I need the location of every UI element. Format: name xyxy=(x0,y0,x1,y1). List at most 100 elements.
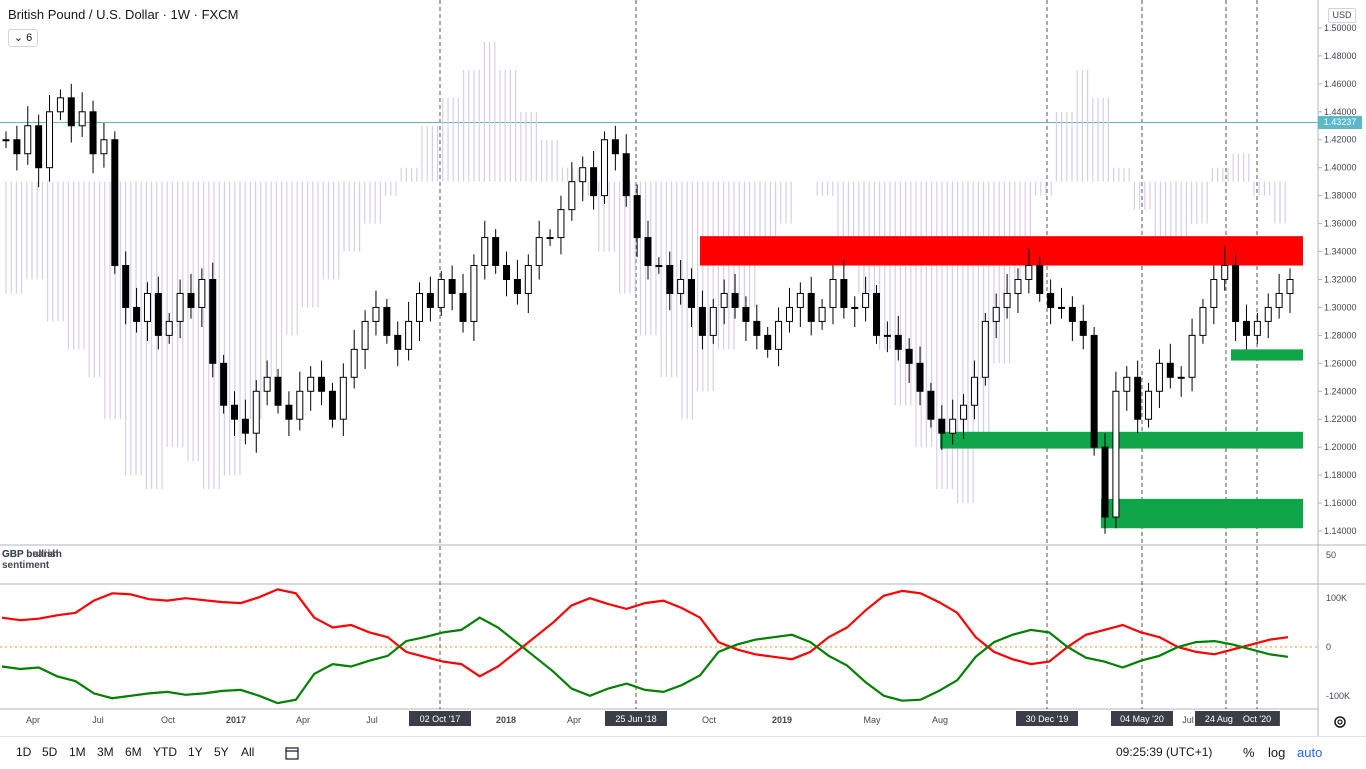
timeframe-6m[interactable]: 6M xyxy=(125,745,142,759)
timeframe-all[interactable]: All xyxy=(241,745,255,759)
candle-up xyxy=(1155,362,1163,392)
timeframe-5d[interactable]: 5D xyxy=(42,745,58,759)
candle-down xyxy=(492,237,500,267)
candle-up xyxy=(981,320,989,378)
candle-down xyxy=(35,125,43,169)
candle-down xyxy=(742,306,750,322)
candle-down xyxy=(220,362,228,406)
clock-readout: 09:25:39 (UTC+1) xyxy=(1116,745,1213,759)
chart-title: British Pound / U.S. Dollar · 1W · FXCM xyxy=(8,7,239,22)
candle-up xyxy=(1112,390,1120,518)
indicator-label-overlay: GBP bearish xyxy=(2,549,62,560)
candle-down xyxy=(633,195,641,239)
price-line-flag: 1.43237 xyxy=(1318,116,1362,129)
time-tick-label: May xyxy=(863,715,881,725)
candle-down xyxy=(1068,306,1076,322)
candle-down xyxy=(513,278,521,294)
candle-up xyxy=(785,306,793,322)
candle-down xyxy=(1101,446,1109,518)
candle-up xyxy=(46,111,54,169)
candle-up xyxy=(524,265,532,294)
chart-canvas[interactable]: 02 Oct '17 25 Jun '18 30 Dec '19 04 May '20… xyxy=(0,0,1366,736)
time-tick-label: 2019 xyxy=(772,715,792,725)
date-marker-label: Oct '20 xyxy=(1243,714,1271,724)
candle-up xyxy=(546,237,554,240)
candle-up xyxy=(655,265,663,268)
candle-down xyxy=(503,265,511,280)
candle-down xyxy=(1079,320,1087,336)
time-tick-label: Oct xyxy=(702,715,717,725)
price-tick-label: 1.18000 xyxy=(1324,470,1357,480)
candle-down xyxy=(274,376,282,406)
candle-down xyxy=(394,334,402,350)
timeframe-1d[interactable]: 1D xyxy=(16,745,32,759)
candle-up xyxy=(1210,278,1218,308)
candle-up xyxy=(1188,334,1196,378)
price-tick-label: 1.20000 xyxy=(1324,442,1357,452)
candle-up xyxy=(1057,306,1065,309)
candle-up xyxy=(1123,376,1131,392)
candle-up xyxy=(568,181,576,211)
candle-up xyxy=(677,278,685,294)
log-scale-toggle[interactable]: log xyxy=(1268,745,1286,760)
candle-up xyxy=(415,292,423,322)
candle-up xyxy=(1275,292,1283,308)
candle-down xyxy=(590,167,598,197)
date-marker-badge xyxy=(1016,711,1078,726)
candle-up xyxy=(1286,278,1294,294)
auto-scale-toggle[interactable]: auto xyxy=(1297,745,1323,760)
time-tick-label: Aug xyxy=(932,715,948,725)
date-marker-label: 02 Oct '17 xyxy=(420,714,461,724)
candle-down xyxy=(111,139,119,267)
time-tick-label: Jul xyxy=(92,715,104,725)
candle-down xyxy=(698,306,706,336)
candle-up xyxy=(1025,265,1033,280)
timeframe-1m[interactable]: 1M xyxy=(69,745,86,759)
price-tick-label: 1.36000 xyxy=(1324,219,1357,229)
candle-down xyxy=(1036,265,1044,294)
candle-up xyxy=(851,306,859,309)
candle-down xyxy=(241,418,249,434)
candle-down xyxy=(285,404,293,420)
candle-up xyxy=(1253,320,1261,336)
candle-up xyxy=(949,418,957,434)
indicator-toggle-button[interactable]: ⌄ 6 xyxy=(8,29,38,47)
candle-up xyxy=(165,320,173,336)
candle-up xyxy=(720,292,728,308)
candle-down xyxy=(938,418,946,434)
settings-gear-icon[interactable] xyxy=(1332,714,1348,730)
currency-badge: USD xyxy=(1328,8,1356,23)
candle-up xyxy=(24,125,32,155)
price-tick-label: 1.30000 xyxy=(1324,302,1357,312)
time-tick-label: 2018 xyxy=(496,715,516,725)
date-range-calendar-icon[interactable] xyxy=(285,746,299,760)
candle-up xyxy=(1145,390,1153,420)
candle-up xyxy=(1014,278,1022,294)
timeframe-3m[interactable]: 3M xyxy=(97,745,114,759)
support-resistance-zones xyxy=(700,236,1303,529)
price-tick-label: 1.48000 xyxy=(1324,51,1357,61)
candle-up xyxy=(252,390,260,434)
candle-down xyxy=(133,306,141,322)
candle-down xyxy=(731,292,739,308)
candle-up xyxy=(1221,265,1229,280)
date-marker-label: 30 Dec '19 xyxy=(1026,714,1069,724)
date-marker-label: 24 Aug '20 xyxy=(1205,714,1247,724)
candle-down xyxy=(1232,265,1240,322)
candle-up xyxy=(481,237,489,267)
candle-down xyxy=(905,348,913,364)
candle-down xyxy=(13,139,21,155)
candle-down xyxy=(328,390,336,420)
candle-up xyxy=(600,139,608,197)
candle-up xyxy=(339,376,347,420)
timeframe-1y[interactable]: 1Y xyxy=(188,745,203,759)
candle-down xyxy=(318,376,326,392)
indicator-tick-label: 100K xyxy=(1326,593,1347,603)
sentiment-indicator xyxy=(0,588,1318,705)
price-tick-label: 1.50000 xyxy=(1324,23,1357,33)
timeframe-5y[interactable]: 5Y xyxy=(214,745,229,759)
timeframe-ytd[interactable]: YTD xyxy=(153,745,177,759)
time-tick-label: Jul xyxy=(366,715,378,725)
percent-scale-toggle[interactable]: % xyxy=(1243,745,1255,760)
candle-down xyxy=(1166,362,1174,378)
